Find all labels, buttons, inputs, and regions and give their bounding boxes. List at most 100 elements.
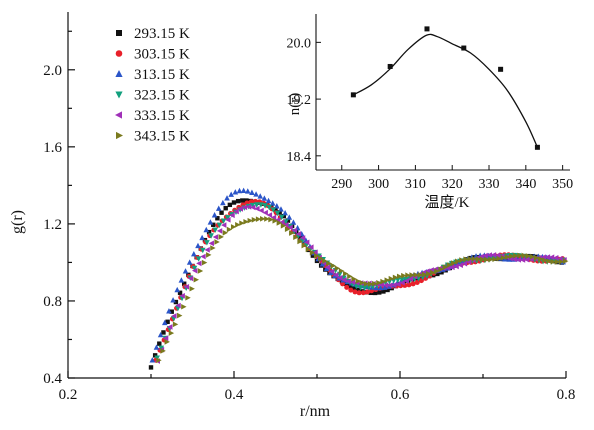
data-point <box>227 202 233 208</box>
data-point <box>191 267 198 274</box>
inset-y-tick-label: 18.4 <box>287 150 312 165</box>
data-point <box>291 227 297 234</box>
data-point <box>270 214 277 221</box>
data-point <box>276 220 283 226</box>
data-point <box>218 234 224 240</box>
data-point <box>207 219 214 225</box>
data-point <box>269 200 276 206</box>
data-point <box>274 210 281 217</box>
inset-x-tick-label: 340 <box>515 177 536 192</box>
data-point <box>377 290 382 295</box>
legend-marker <box>116 131 123 140</box>
data-point <box>554 259 561 265</box>
data-point <box>542 257 548 263</box>
data-point <box>330 262 336 269</box>
data-point <box>212 234 219 240</box>
inset-x-axis-label: 温度/K <box>424 194 469 211</box>
data-point <box>475 256 482 262</box>
data-point <box>334 265 341 272</box>
data-point <box>185 294 191 301</box>
main-y-axis-label: g(r) <box>9 210 26 234</box>
inset-chart: 290 300 310 320 330 340 350 18.4 19.2 20.0 温度/K n… <box>287 14 573 211</box>
data-point <box>482 252 488 259</box>
data-point <box>164 339 170 345</box>
data-point <box>461 260 468 267</box>
data-point <box>266 204 272 211</box>
data-point <box>201 259 208 266</box>
data-point <box>221 222 227 228</box>
data-point <box>414 280 420 286</box>
data-point <box>438 266 444 273</box>
data-point <box>211 212 218 218</box>
data-point <box>216 228 223 234</box>
data-point <box>179 292 185 299</box>
legend-marker <box>115 91 123 99</box>
data-point <box>278 214 285 221</box>
data-point <box>274 217 281 223</box>
data-point <box>391 282 397 288</box>
data-point <box>523 256 530 263</box>
data-point <box>224 215 231 221</box>
data-point <box>178 277 185 283</box>
data-point <box>220 218 227 224</box>
inset-data-point <box>387 63 393 69</box>
data-point <box>189 285 195 292</box>
data-point <box>181 303 187 310</box>
data-point <box>220 199 226 206</box>
inset-axes: 290 300 310 320 330 340 350 18.4 19.2 20.0 <box>287 14 573 192</box>
inset-data-point <box>350 92 356 98</box>
series-333-15-K <box>154 204 567 364</box>
data-point <box>430 269 436 276</box>
data-point <box>313 252 320 259</box>
main-axes: 0.2 0.4 0.6 0.80.40.81.21.62.0 <box>43 12 575 403</box>
data-point <box>455 258 461 265</box>
data-point <box>529 253 536 260</box>
data-point <box>215 216 220 221</box>
data-point <box>533 255 540 261</box>
main-x-tick-label: 0.4 <box>225 387 244 403</box>
data-point <box>544 254 551 260</box>
data-point <box>357 285 364 291</box>
data-point <box>347 273 353 280</box>
data-point <box>309 249 316 256</box>
data-point <box>165 319 170 324</box>
data-point <box>243 218 249 225</box>
data-point <box>488 256 494 263</box>
data-point <box>204 240 210 246</box>
data-point <box>255 216 262 222</box>
inset-x-tick-label: 310 <box>405 177 426 192</box>
data-point <box>278 206 284 212</box>
data-point <box>417 272 424 278</box>
data-point <box>268 216 274 223</box>
main-data-markers <box>148 187 569 370</box>
data-point <box>351 276 357 282</box>
data-point <box>435 271 440 277</box>
legend-marker <box>115 70 123 77</box>
data-point <box>191 265 198 272</box>
data-point <box>195 256 202 262</box>
data-point <box>449 264 455 271</box>
data-point <box>345 278 351 285</box>
data-point <box>401 272 407 279</box>
data-point <box>312 249 318 256</box>
data-point <box>266 212 273 218</box>
data-point <box>349 279 356 285</box>
data-point <box>241 204 248 211</box>
data-point <box>177 290 183 295</box>
data-point <box>262 209 268 216</box>
data-point <box>258 207 264 214</box>
data-point <box>167 324 173 330</box>
data-point <box>168 330 175 336</box>
legend-label: 343.15 K <box>134 129 190 145</box>
data-point <box>319 261 326 267</box>
data-point <box>262 203 268 209</box>
data-point <box>297 238 303 245</box>
data-point <box>173 299 179 305</box>
data-point <box>459 257 465 263</box>
data-point <box>388 275 395 282</box>
data-point <box>161 330 166 335</box>
data-point <box>333 272 339 278</box>
data-point <box>439 270 444 275</box>
data-point <box>264 216 270 222</box>
data-point <box>258 202 264 208</box>
